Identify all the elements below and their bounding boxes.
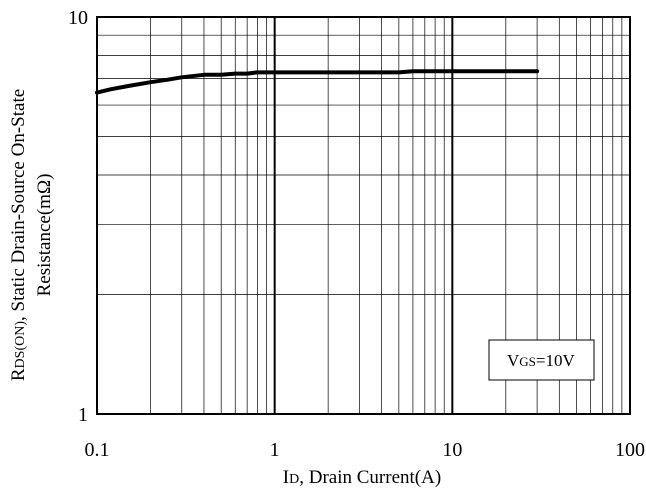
y-axis-label-line1: RDS(ON), Static Drain-Source On-State [8,89,29,381]
tick-labels: 0.1 1 10 100 10 1 [68,7,645,461]
x-tick-label: 0.1 [85,439,110,461]
y-tick-label: 1 [78,404,88,426]
legend-text: VGS=10V [507,351,575,370]
legend-box: VGS=10V [488,339,595,381]
x-tick-label: 100 [615,439,645,461]
y-axis-label-line2: Resistance(mΩ) [34,174,55,297]
x-tick-label: 10 [442,439,462,461]
x-axis-label: ID, Drain Current(A) [283,467,441,488]
x-tick-label: 1 [270,439,280,461]
y-tick-label: 10 [68,7,88,29]
plot-area-frame [96,16,631,415]
series-line-rdson [95,69,540,95]
